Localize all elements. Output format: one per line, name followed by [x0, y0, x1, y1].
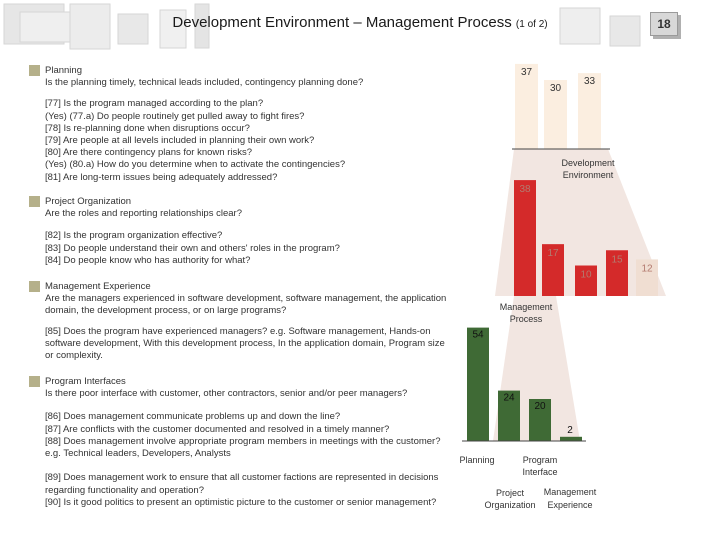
section-planning: Planning Is the planning timely, technic… — [29, 65, 449, 184]
bar-dev-env-2 — [578, 73, 601, 149]
title-text: Development Environment – Management Pro… — [172, 14, 512, 31]
page-title: Development Environment – Management Pro… — [0, 14, 720, 31]
bar-label-dev-env-2: 33 — [584, 76, 596, 87]
page-number-badge: 18 — [650, 12, 678, 36]
section-questions: [85] Does the program have experienced m… — [45, 325, 445, 362]
category-label-planning: Planning — [459, 455, 494, 465]
section-description: Is the planning timely, technical leads … — [45, 77, 364, 89]
bar-label-category-3: 2 — [567, 425, 573, 436]
category-label-project-organization-2: Organization — [484, 500, 535, 510]
bar-label-dev-env-1: 30 — [550, 83, 562, 94]
bullet-square-icon — [29, 281, 40, 292]
section-management-experience: Management Experience Are the managers e… — [29, 281, 449, 362]
bar-label-mgmt-proc-3: 15 — [611, 254, 623, 265]
bar-mgmt-proc-3 — [606, 250, 628, 296]
bar-label-mgmt-proc-2: 10 — [580, 270, 592, 281]
bar-category-1 — [498, 390, 520, 441]
section-questions: [86] Does management communicate problem… — [45, 411, 441, 508]
section-heading: Program Interfaces — [45, 376, 126, 387]
category-label-program-interface-2: Interface — [522, 467, 557, 477]
section-description: Are the managers experienced in software… — [45, 293, 447, 317]
series-label-mgmt-proc-2: Process — [510, 314, 543, 324]
bar-category-3 — [560, 436, 582, 441]
section-heading: Management Experience — [45, 281, 151, 292]
bar-label-mgmt-proc-1: 17 — [547, 248, 559, 259]
bar-mgmt-proc-1 — [542, 244, 564, 296]
bar-mgmt-proc-0 — [514, 180, 536, 296]
bar-label-mgmt-proc-0: 38 — [519, 184, 531, 195]
bar-label-mgmt-proc-4: 12 — [641, 263, 653, 274]
section-questions: [82] Is the program organization effecti… — [45, 230, 340, 266]
section-heading: Project Organization — [45, 196, 132, 207]
category-label-management-experience-2: Experience — [547, 500, 592, 510]
bar-mgmt-proc-4 — [636, 259, 658, 296]
section-project-organization: Project Organization Are the roles and r… — [29, 196, 449, 267]
bullet-square-icon — [29, 196, 40, 207]
bar-label-category-0: 54 — [472, 330, 484, 341]
bullet-square-icon — [29, 376, 40, 387]
series-label-mgmt-proc: Management — [500, 302, 553, 312]
category-label-project-organization: Project — [496, 488, 525, 498]
section-description: Is there poor interface with customer, o… — [45, 388, 408, 400]
bar-mgmt-proc-2 — [575, 265, 597, 296]
series-label-dev-env-2: Environment — [563, 170, 614, 180]
section-heading: Planning — [45, 65, 82, 76]
bar-label-category-1: 24 — [503, 393, 515, 404]
section-program-interfaces: Program Interfaces Is there poor interfa… — [29, 376, 449, 509]
bar-dev-env-1 — [544, 80, 567, 149]
bar-category-0 — [467, 327, 489, 441]
bar-dev-env-0 — [515, 63, 538, 149]
section-questions: [77] Is the program managed according to… — [45, 98, 346, 183]
series-label-dev-env: Development — [561, 158, 615, 168]
header-decoration — [3, 3, 641, 50]
section-description: Are the roles and reporting relationship… — [45, 208, 242, 220]
category-label-management-experience: Management — [544, 487, 597, 497]
bar-label-dev-env-0: 37 — [521, 67, 533, 78]
category-label-program-interface: Program — [523, 455, 558, 465]
title-subtitle: (1 of 2) — [515, 19, 548, 30]
bar-category-2 — [529, 399, 551, 441]
bar-label-category-2: 20 — [534, 401, 546, 412]
bullet-square-icon — [29, 65, 40, 76]
